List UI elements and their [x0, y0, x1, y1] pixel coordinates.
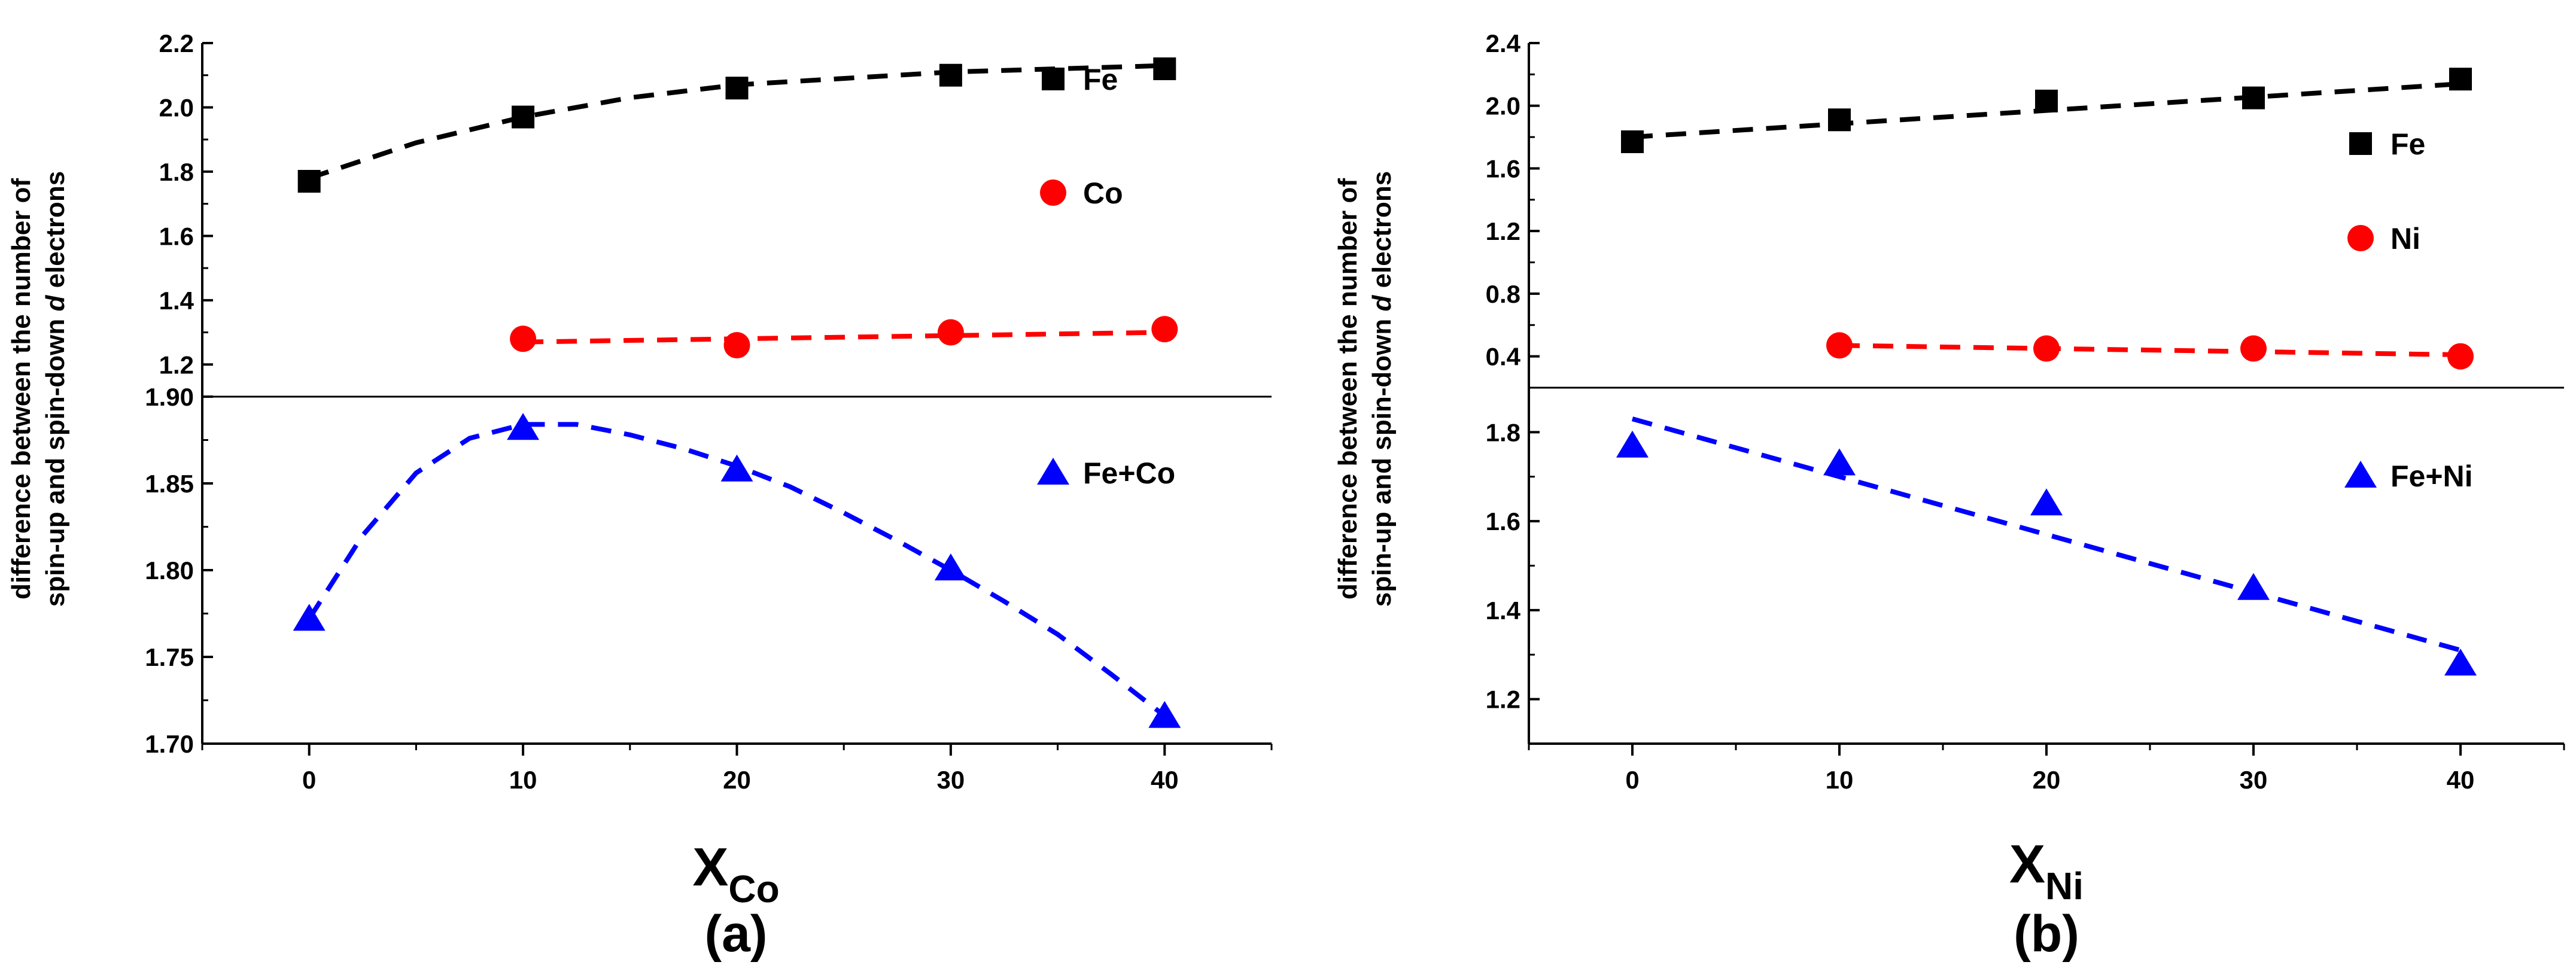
x-tick-label: 0	[1625, 766, 1639, 794]
legend-label-fe: Fe	[2391, 127, 2425, 161]
point-co	[1151, 316, 1178, 343]
panel-b: 0.4 0.8 1.2 1.6 2.0 2.4 Fe Ni 1.2 1.4 1.6 1.8 Fe+Ni 0…	[1333, 29, 2565, 963]
y-axis-label-line1: difference between the number of	[1333, 178, 1362, 599]
x-axis-label: XNi	[2009, 835, 2084, 908]
point-fe-ni	[2237, 573, 2270, 600]
legend-marker-fe	[2349, 132, 2372, 155]
x-tick-label: 30	[937, 766, 965, 794]
y-axis-label-italic: d	[1367, 295, 1397, 312]
y-axis-label-post: electrons	[1367, 171, 1397, 296]
legend-label-fe-ni: Fe+Ni	[2391, 459, 2473, 493]
legend-label-fe: Fe	[1083, 63, 1118, 96]
y-tick-label-top: 1.4	[159, 287, 194, 315]
y-axis-label-line2: spin-up and spin-down d electrons	[1367, 171, 1397, 607]
y-tick-label-bottom: 1.6	[1486, 507, 1520, 535]
y-tick-label-top: 1.2	[159, 351, 194, 379]
point-fe-ni	[2030, 488, 2063, 516]
y-axis-label-line1: difference between the number of	[7, 178, 36, 599]
point-fe	[1621, 130, 1644, 153]
point-ni	[2033, 335, 2060, 362]
point-fe-co	[1148, 701, 1181, 728]
x-tick-label: 10	[1826, 766, 1854, 794]
point-fe-co	[934, 553, 967, 581]
x-axis-label-sub: Ni	[2045, 865, 2084, 908]
point-ni	[2240, 335, 2267, 362]
x-tick-label: 40	[2447, 766, 2475, 794]
y-tick-label-bottom: 1.8	[1486, 418, 1520, 446]
legend-label-ni: Ni	[2391, 222, 2420, 255]
x-tick-label: 20	[723, 766, 751, 794]
y-tick-label-top: 1.6	[1486, 154, 1520, 182]
y-tick-label-bottom: 1.2	[1486, 686, 1520, 714]
y-tick-label-top: 2.2	[159, 29, 194, 57]
point-fe	[1828, 108, 1851, 132]
x-tick-label: 20	[2033, 766, 2061, 794]
fit-line-co	[523, 330, 1165, 345]
legend-label-co: Co	[1083, 176, 1123, 210]
legend-marker-ni	[2347, 225, 2374, 251]
y-axis-label-post: electrons	[41, 171, 70, 296]
y-tick-label-top: 0.8	[1486, 280, 1520, 308]
panel-a: 1.2 1.4 1.6 1.8 2.0 2.2 Fe Co 1.70 1.75 1.80 1.85 1.…	[7, 29, 1273, 963]
x-tick-label: 10	[509, 766, 537, 794]
x-axis-label-main: X	[692, 838, 728, 897]
x-tick-label: 40	[1151, 766, 1179, 794]
panel-label: (a)	[704, 905, 767, 963]
x-axis-label-sub: Co	[728, 867, 779, 911]
x-tick-label: 0	[302, 766, 316, 794]
panel-label: (b)	[2014, 905, 2079, 963]
point-fe	[939, 63, 962, 87]
y-axis-label-italic: d	[41, 295, 70, 312]
y-tick-label-bottom: 1.75	[145, 643, 194, 671]
point-fe	[512, 105, 535, 129]
x-tick-label: 30	[2240, 766, 2268, 794]
point-fe-ni	[2444, 649, 2477, 676]
point-ni	[1826, 332, 1853, 359]
point-fe-co	[720, 454, 753, 482]
point-ni	[2447, 343, 2474, 370]
y-tick-label-top: 2.0	[1486, 92, 1520, 120]
point-fe	[2449, 68, 2472, 91]
point-fe-ni	[1823, 448, 1856, 476]
fit-line-ni	[1839, 343, 2461, 357]
x-axis-label: XCo	[692, 838, 779, 911]
point-fe	[297, 170, 321, 193]
point-fe	[725, 77, 749, 100]
y-axis-label-pre: spin-up and spin-down	[1367, 312, 1397, 607]
point-fe	[2242, 86, 2265, 109]
point-fe-co	[293, 604, 326, 631]
y-tick-label-bottom: 1.80	[145, 556, 194, 585]
y-tick-label-bottom: 1.70	[145, 730, 194, 758]
y-tick-label-top: 1.8	[159, 158, 194, 186]
point-co	[510, 325, 537, 352]
y-tick-label-bottom: 1.85	[145, 470, 194, 498]
y-tick-label-top: 2.4	[1486, 29, 1521, 57]
point-co	[937, 319, 964, 346]
point-fe	[2035, 89, 2058, 112]
x-axis-label-main: X	[2009, 835, 2045, 894]
y-axis-label-pre: spin-up and spin-down	[41, 312, 70, 607]
y-axis-label-line2: spin-up and spin-down d electrons	[41, 171, 70, 607]
y-tick-label-bottom: 1.4	[1486, 596, 1521, 625]
legend-marker-fe-ni	[2344, 461, 2377, 488]
y-tick-label-top: 2.0	[159, 93, 194, 121]
legend-marker-fe	[1042, 68, 1065, 90]
point-fe-ni	[1616, 430, 1649, 458]
legend-marker-co	[1040, 179, 1066, 206]
y-tick-label-bottom: 1.90	[145, 383, 194, 411]
y-tick-label-top: 0.4	[1486, 343, 1521, 371]
fit-line-fe-ni	[1631, 416, 2462, 653]
legend-marker-fe-co	[1037, 458, 1069, 485]
point-fe	[1153, 57, 1176, 80]
point-co	[723, 332, 750, 359]
y-tick-label-top: 1.2	[1486, 217, 1520, 245]
legend-label-fe-co: Fe+Co	[1083, 456, 1175, 490]
point-fe-co	[507, 413, 540, 440]
y-tick-label-top: 1.6	[159, 222, 194, 250]
